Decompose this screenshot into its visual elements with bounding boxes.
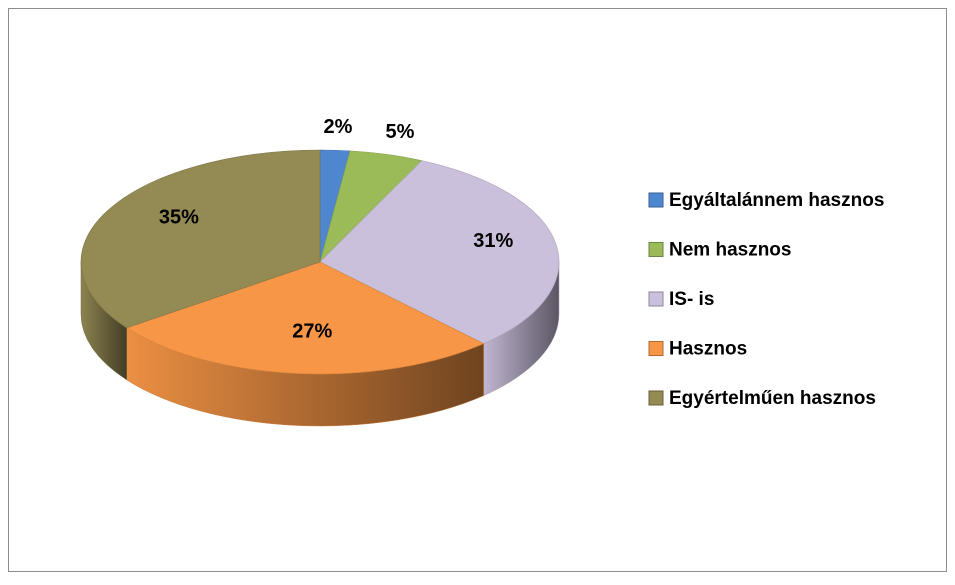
pie-slice: [80, 149, 321, 329]
legend-label: Nem hasznos: [669, 240, 791, 261]
legend-swatch: [648, 341, 664, 356]
pie-slice: [319, 160, 560, 344]
legend-label: Egyértelműen hasznos: [669, 388, 876, 409]
data-label: 2%: [324, 116, 353, 138]
legend-swatch: [648, 291, 664, 307]
legend-swatch: [648, 242, 664, 257]
data-label: 5%: [386, 121, 415, 143]
data-label: 35%: [159, 207, 199, 229]
legend-label: Egyáltalánnem hasznos: [669, 190, 884, 211]
legend-label: IS- is: [669, 289, 714, 310]
legend-swatch: [648, 390, 664, 406]
data-label: 31%: [473, 230, 513, 252]
pie-slice: [125, 261, 485, 375]
legend-swatch: [648, 192, 664, 208]
legend-label: Hasznos: [669, 339, 747, 360]
data-label: 27%: [292, 320, 332, 342]
